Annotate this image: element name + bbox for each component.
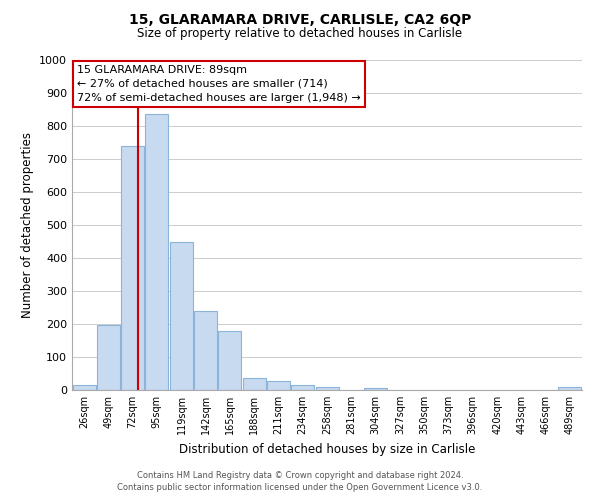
Text: 15 GLARAMARA DRIVE: 89sqm
← 27% of detached houses are smaller (714)
72% of semi: 15 GLARAMARA DRIVE: 89sqm ← 27% of detac… (77, 65, 361, 103)
Bar (145, 114, 168, 390)
Bar (218, 332, 241, 390)
Text: Contains HM Land Registry data © Crown copyright and database right 2024.
Contai: Contains HM Land Registry data © Crown c… (118, 471, 482, 492)
Text: Size of property relative to detached houses in Carlisle: Size of property relative to detached ho… (137, 28, 463, 40)
Bar (242, 378, 266, 390)
Bar (170, 242, 193, 390)
Text: 15, GLARAMARA DRIVE, CARLISLE, CA2 6QP: 15, GLARAMARA DRIVE, CARLISLE, CA2 6QP (129, 12, 471, 26)
Bar (121, 146, 144, 390)
Bar (266, 381, 290, 390)
Bar (316, 386, 339, 390)
Y-axis label: Number of detached properties: Number of detached properties (20, 132, 34, 318)
X-axis label: Distribution of detached houses by size in Carlisle: Distribution of detached houses by size … (179, 442, 475, 456)
Bar (559, 388, 581, 390)
Bar (194, 311, 217, 390)
Bar (364, 388, 388, 390)
Bar (73, 385, 95, 390)
Bar (97, 325, 120, 390)
Bar (291, 385, 314, 390)
